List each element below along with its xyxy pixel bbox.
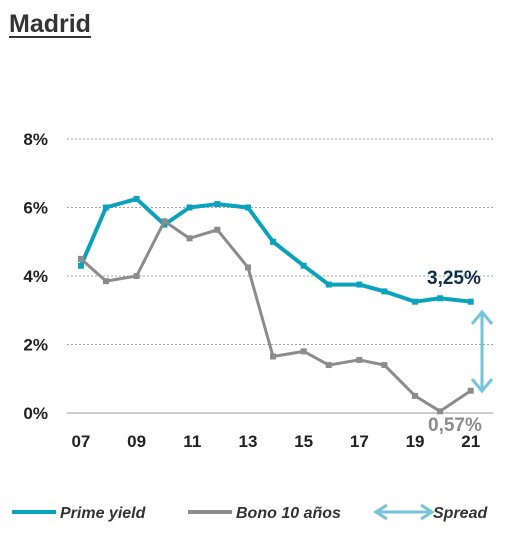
spread-arrow [470,309,494,394]
legend-item-spread: Spread [373,503,488,522]
data-point-bond-10y [186,235,193,242]
x-tick-label: 17 [350,432,369,451]
series-line-bond-10y [79,219,472,413]
data-point-bond-10y [325,362,332,369]
y-tick-label: 8% [23,130,48,149]
data-point-prime-yield [214,201,221,208]
prime-yield-last-label: 3,25% [427,268,481,289]
x-tick-label: 11 [183,432,201,451]
page-title: Madrid [9,10,91,38]
data-point-prime-yield [244,204,251,211]
data-point-bond-10y [133,273,140,279]
series-line-prime-yield [79,196,471,304]
data-point-prime-yield [381,288,388,295]
x-tick-label: 19 [406,432,425,451]
data-point-prime-yield [77,262,84,269]
x-tick-label: 13 [239,432,258,451]
data-point-bond-10y [412,392,419,399]
y-tick-label: 6% [23,199,48,218]
x-tick-label: 07 [71,432,90,451]
data-point-prime-yield [412,298,419,305]
data-point-bond-10y [77,255,84,262]
legend-swatch-spread [373,503,435,521]
legend-label-spread: Spread [433,505,488,522]
data-point-prime-yield [270,238,277,245]
data-point-prime-yield [186,204,193,211]
legend-item-prime-yield: Prime yield [12,505,147,522]
x-tick-label: 21 [461,432,480,451]
data-point-bond-10y [214,226,221,233]
x-tick-label: 15 [294,432,313,451]
data-point-bond-10y [437,408,444,415]
bond-last-label: 0,57% [428,415,482,436]
data-point-bond-10y [270,353,277,360]
legend-label-prime-yield: Prime yield [60,505,147,522]
data-point-bond-10y [356,356,363,363]
data-point-prime-yield [161,221,168,228]
data-point-prime-yield [356,281,363,288]
data-point-prime-yield [102,204,109,211]
data-point-bond-10y [381,362,388,369]
x-tick-label: 09 [127,432,146,451]
data-point-prime-yield [325,281,332,288]
data-point-prime-yield [133,195,140,202]
legend: Prime yield Bono 10 años Spread [12,503,488,522]
legend-item-bond: Bono 10 años [188,505,341,522]
series-group [77,195,474,415]
legend-label-bond: Bono 10 años [236,505,341,522]
data-point-bond-10y [161,218,168,225]
y-tick-label: 0% [23,404,48,423]
grid-lines [67,138,493,345]
data-point-bond-10y [102,278,109,285]
data-point-prime-yield [467,298,474,305]
data-point-prime-yield [300,262,307,269]
data-point-bond-10y [244,264,251,271]
data-point-prime-yield [437,295,444,302]
data-point-bond-10y [300,348,307,355]
y-axis-ticks: 0% 2% 4% 6% 8% [23,130,48,423]
y-tick-label: 2% [23,336,48,355]
y-tick-label: 4% [23,267,48,286]
data-point-bond-10y [467,387,474,394]
x-axis-ticks: 07 09 11 13 15 17 19 21 [71,432,480,451]
